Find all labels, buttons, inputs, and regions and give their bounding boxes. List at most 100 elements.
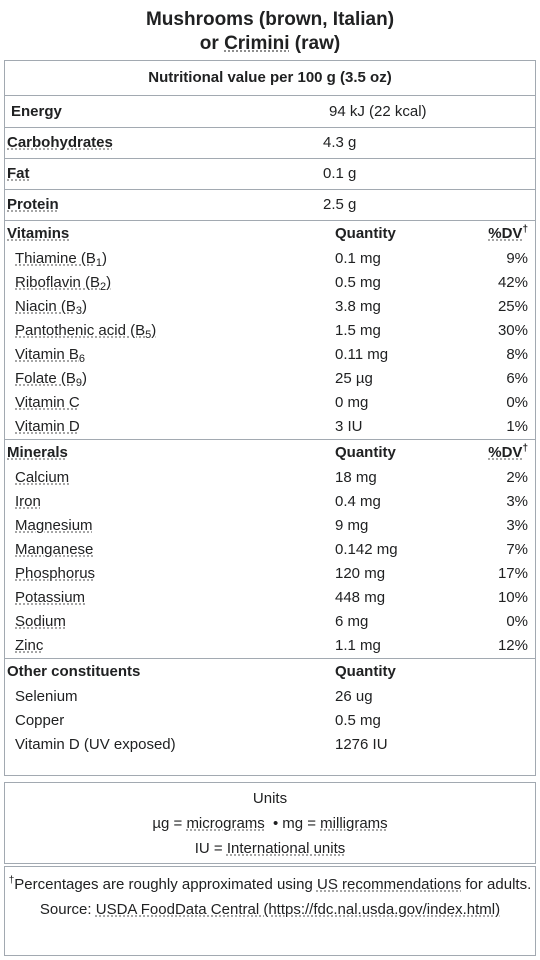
item-name-text: Potassium — [15, 589, 86, 606]
minerals-item-dv: 3% — [506, 517, 528, 534]
nutrition-table: Nutritional value per 100 g (3.5 oz) Ene… — [4, 60, 536, 776]
dv-link[interactable]: %DV — [488, 444, 523, 461]
title-line1: Mushrooms (brown, Italian) — [145, 9, 395, 30]
vitamins-item-dv: 30% — [497, 322, 528, 339]
minerals-item-name-link[interactable]: Sodium — [15, 610, 66, 634]
minerals-item-quantity: 0.142 mg — [335, 541, 398, 558]
item-close-paren: ) — [81, 370, 87, 387]
dv-dagger: † — [522, 224, 528, 235]
item-subscript: 1 — [95, 257, 102, 269]
item-name-text: Thiamine (B — [15, 250, 96, 267]
minerals-row: Calcium 18 mg 2% — [5, 466, 535, 490]
vitamins-item-dv: 6% — [506, 370, 528, 387]
minerals-item-name-link[interactable]: Magnesium — [15, 514, 93, 538]
dv-link[interactable]: %DV — [488, 225, 523, 242]
vitamins-item-dv: 8% — [506, 346, 528, 363]
minerals-row: Zinc 1.1 mg 12% — [5, 634, 535, 659]
minerals-item-dv: 2% — [506, 469, 528, 486]
table-header: Nutritional value per 100 g (3.5 oz) — [5, 61, 535, 96]
vitamins-item-name-link[interactable]: Riboflavin (B2) — [15, 271, 111, 295]
macro-row-carbohydrates: Carbohydrates 4.3 g — [5, 128, 535, 159]
vitamins-item-dv: 25% — [497, 298, 528, 315]
vitamins-item-name-link[interactable]: Folate (B9) — [15, 367, 87, 391]
macro-name-link[interactable]: Carbohydrates — [7, 134, 113, 151]
vitamins-item-name-link[interactable]: Niacin (B3) — [15, 295, 87, 319]
macro-name-link[interactable]: Protein — [7, 196, 59, 213]
vitamins-item-dv: 9% — [506, 250, 528, 267]
other-title-link[interactable]: Other constituents — [7, 663, 141, 680]
title-or: or — [199, 33, 225, 54]
item-close-paren: ) — [101, 250, 107, 267]
minerals-item-dv: 7% — [506, 541, 528, 558]
micrograms-link[interactable]: micrograms — [186, 815, 265, 832]
item-name-text: Phosphorus — [15, 565, 96, 582]
vitamins-row: Vitamin D 3 IU 1% — [5, 415, 535, 440]
crimini-link[interactable]: Crimini — [224, 33, 290, 54]
vitamins-section-header: Vitamins Quantity %DV† — [5, 221, 535, 247]
vitamins-title-link[interactable]: Vitamins — [7, 225, 70, 242]
international-units-link[interactable]: International units — [226, 840, 346, 857]
macro-value: 4.3 g — [323, 134, 357, 151]
vitamins-item-name-link[interactable]: Vitamin B6 — [15, 343, 85, 367]
vitamins-item-quantity: 0.1 mg — [335, 250, 381, 267]
minerals-item-dv: 3% — [506, 493, 528, 510]
minerals-row: Potassium 448 mg 10% — [5, 586, 535, 610]
minerals-item-dv: 10% — [497, 589, 528, 606]
mg-label: mg = — [282, 815, 321, 832]
us-recommendations-link[interactable]: US recommendations — [316, 876, 462, 893]
item-name-text: Sodium — [15, 613, 66, 630]
minerals-item-name-link[interactable]: Phosphorus — [15, 562, 95, 586]
source-line: Source: USDA FoodData Central (https://f… — [5, 897, 535, 923]
macro-row-fat: Fat 0.1 g — [5, 159, 535, 190]
vitamins-item-dv: 1% — [506, 418, 528, 435]
other-item-name-link: Selenium — [15, 685, 78, 709]
item-name-text: Selenium — [15, 688, 78, 705]
bullet: • — [272, 815, 279, 832]
vitamins-item-quantity: 3.8 mg — [335, 298, 381, 315]
vitamins-item-quantity: 0 mg — [335, 394, 369, 411]
other-item-quantity: 0.5 mg — [335, 712, 381, 729]
minerals-item-name-link[interactable]: Manganese — [15, 538, 93, 562]
minerals-item-quantity: 9 mg — [335, 517, 369, 534]
minerals-row: Magnesium 9 mg 3% — [5, 514, 535, 538]
vitamins-quantity-header: Quantity — [335, 225, 396, 242]
dv-dagger: † — [522, 443, 528, 454]
vitamins-item-name-link[interactable]: Vitamin D — [15, 415, 80, 439]
milligrams-link[interactable]: milligrams — [320, 815, 388, 832]
units-mass-line: µg = micrograms • mg = milligrams — [5, 811, 535, 836]
macro-row-protein: Protein 2.5 g — [5, 190, 535, 221]
vitamins-row: Folate (B9) 25 µg 6% — [5, 367, 535, 391]
footnote-text2: for adults. — [461, 876, 532, 893]
vitamins-item-name-link[interactable]: Vitamin C — [15, 391, 80, 415]
vitamins-dv-header: %DV† — [488, 221, 528, 247]
minerals-item-name-link[interactable]: Potassium — [15, 586, 85, 610]
vitamins-row: Pantothenic acid (B5) 1.5 mg 30% — [5, 319, 535, 343]
item-name-text: Pantothenic acid (B — [15, 322, 146, 339]
item-close-paren: ) — [151, 322, 157, 339]
item-subscript: 9 — [75, 377, 82, 389]
minerals-title-link[interactable]: Minerals — [7, 444, 68, 461]
minerals-item-name-link[interactable]: Calcium — [15, 466, 69, 490]
macro-value: 2.5 g — [323, 196, 357, 213]
item-name-text: Copper — [15, 712, 65, 729]
macro-name-link[interactable]: Fat — [7, 165, 30, 182]
minerals-item-name-link[interactable]: Iron — [15, 490, 41, 514]
vitamins-row: Vitamin C 0 mg 0% — [5, 391, 535, 415]
vitamins-item-name-link[interactable]: Pantothenic acid (B5) — [15, 319, 156, 343]
footnote-dagger: † — [8, 875, 15, 886]
vitamins-item-quantity: 25 µg — [335, 370, 373, 387]
ug-label: µg = — [152, 815, 187, 832]
item-name-text: Niacin (B — [15, 298, 76, 315]
other-section-header: Other constituents Quantity — [5, 659, 535, 685]
vitamins-item-name-link[interactable]: Thiamine (B1) — [15, 247, 107, 271]
minerals-row: Iron 0.4 mg 3% — [5, 490, 535, 514]
title-raw: (raw) — [289, 33, 341, 54]
minerals-item-name-link[interactable]: Zinc — [15, 634, 43, 658]
vitamins-row: Riboflavin (B2) 0.5 mg 42% — [5, 271, 535, 295]
units-iu-line: IU = International units — [5, 836, 535, 861]
item-close-paren: ) — [106, 274, 112, 291]
item-subscript: 3 — [75, 305, 82, 317]
minerals-item-dv: 12% — [497, 637, 528, 654]
minerals-row: Sodium 6 mg 0% — [5, 610, 535, 634]
usda-source-link[interactable]: USDA FoodData Central (https://fdc.nal.u… — [95, 901, 501, 918]
